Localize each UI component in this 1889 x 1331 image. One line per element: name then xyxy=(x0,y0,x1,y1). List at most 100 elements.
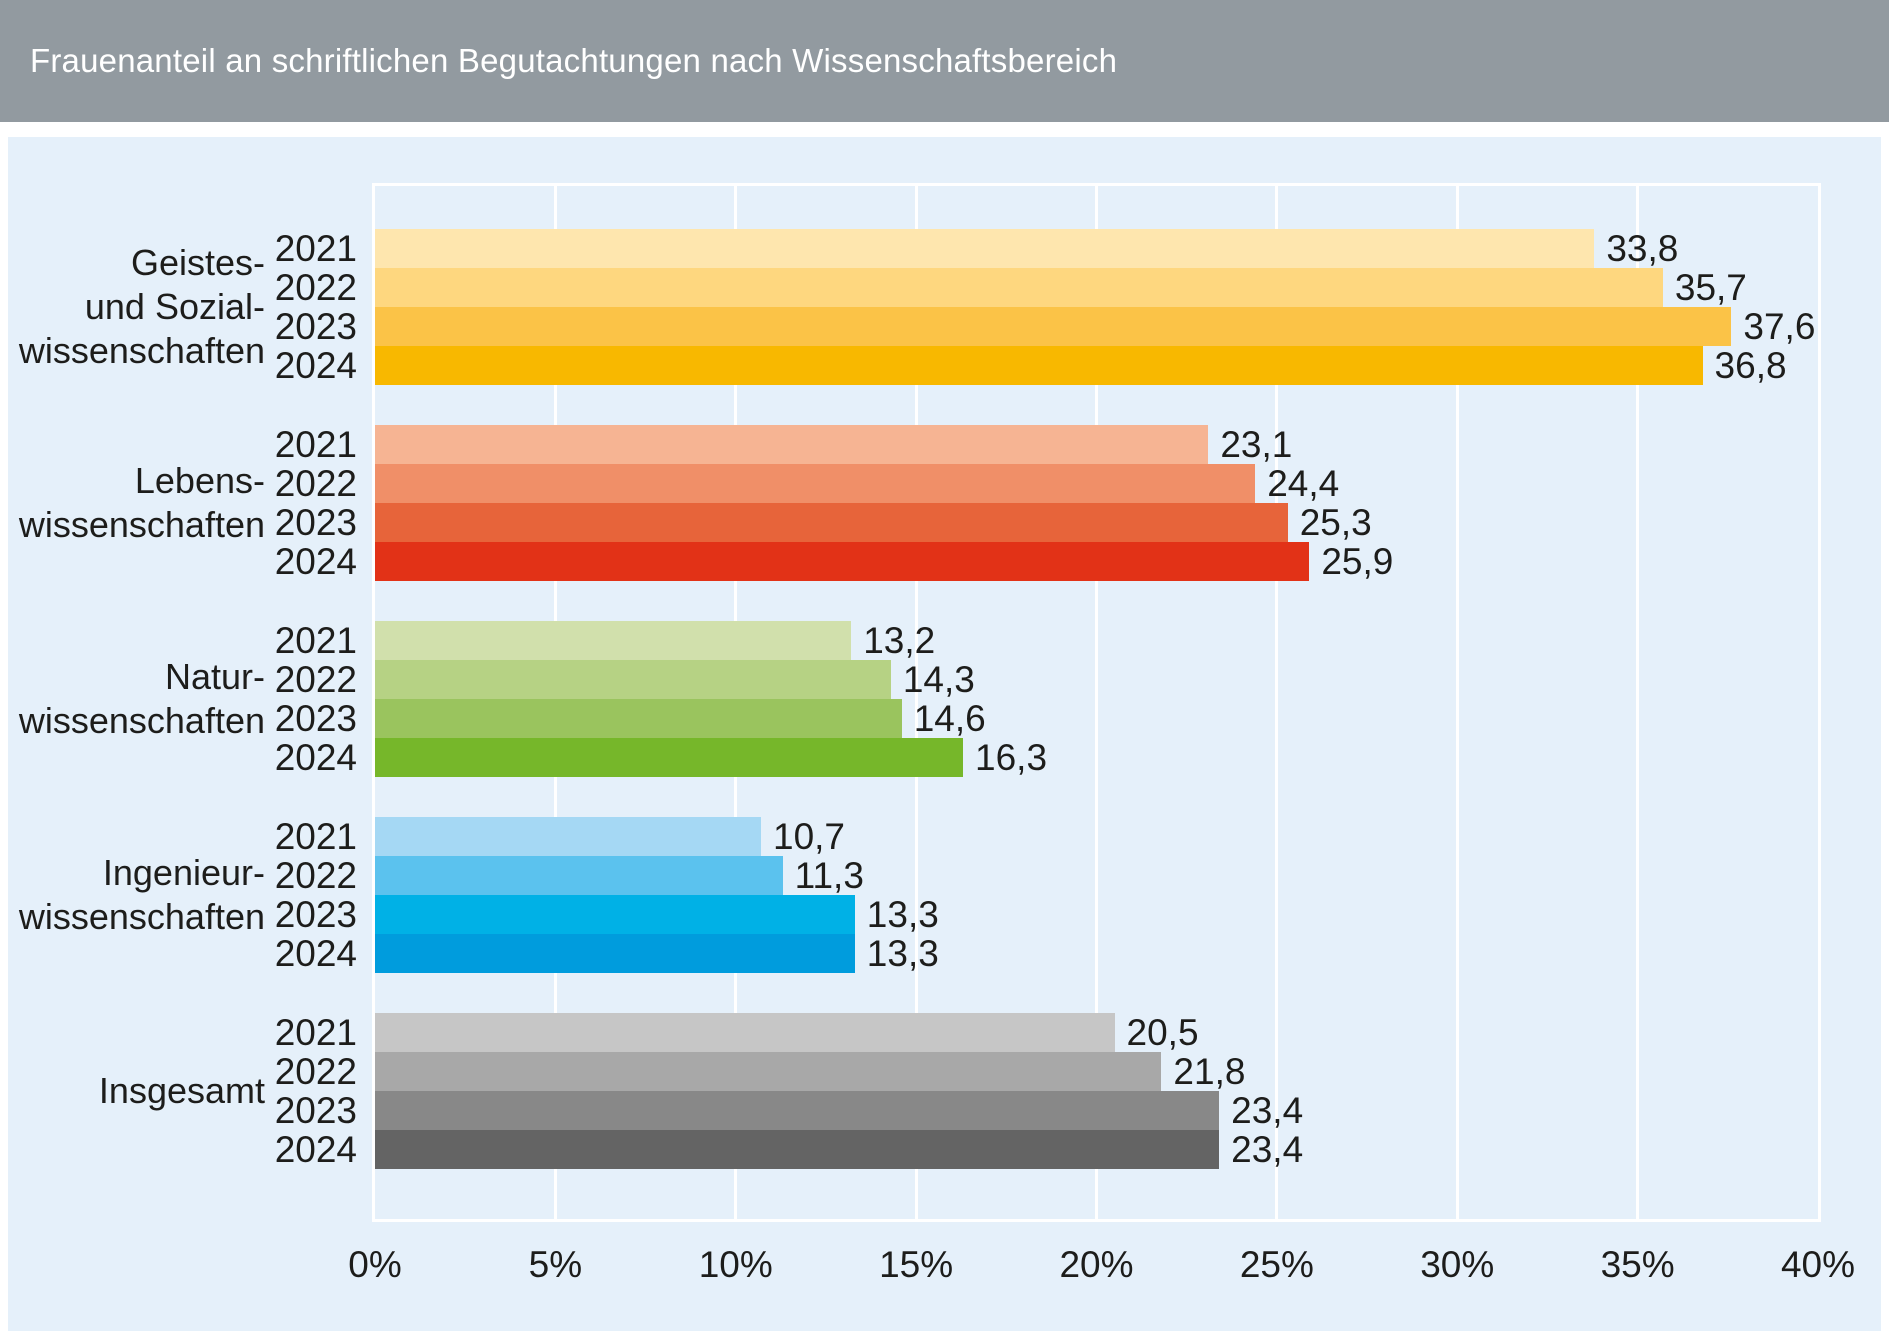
year-label: 2023 xyxy=(274,502,357,543)
value-label: 20,5 xyxy=(1126,1012,1199,1053)
group-label-line: wissenschaften xyxy=(18,700,265,741)
group-label-geistes-und-sozialwissenschaften: Geistes-und Sozial-wissenschaften xyxy=(10,229,265,385)
bar-lebenswissenschaften-2021 xyxy=(375,425,1209,464)
value-label: 16,3 xyxy=(975,737,1048,778)
year-label: 2023 xyxy=(274,1090,357,1131)
year-label: 2023 xyxy=(274,698,357,739)
bar-ingenieurwissenschaften-2021 xyxy=(375,817,761,856)
year-label: 2021 xyxy=(274,228,357,269)
value-label: 33,8 xyxy=(1606,228,1679,269)
group-label-line: Insgesamt xyxy=(98,1070,265,1111)
value-label: 13,2 xyxy=(863,620,936,661)
year-label: 2022 xyxy=(274,855,357,896)
year-labels-ingenieurwissenschaften: 2021 2022 2023 2024 xyxy=(150,817,357,973)
bar-naturwissenschaften-2021 xyxy=(375,621,852,660)
year-label: 2022 xyxy=(274,1051,357,1092)
chart-title: Frauenanteil an schriftlichen Begutachtu… xyxy=(30,42,1118,79)
year-label: 2022 xyxy=(274,659,357,700)
bar-lebenswissenschaften-2024 xyxy=(375,542,1310,581)
value-label: 11,3 xyxy=(794,855,864,896)
group-label-line: wissenschaften xyxy=(18,896,265,937)
year-label: 2024 xyxy=(274,1129,357,1170)
value-label: 25,9 xyxy=(1321,541,1394,582)
x-tick-label: 25% xyxy=(1239,1244,1314,1285)
year-label: 2021 xyxy=(274,816,357,857)
year-label: 2023 xyxy=(274,894,357,935)
bar-insgesamt-2023 xyxy=(375,1091,1220,1130)
group-label-line: wissenschaften xyxy=(18,330,265,371)
year-labels-lebenswissenschaften: 2021 2022 2023 2024 xyxy=(150,425,357,581)
year-labels-naturwissenschaften: 2021 2022 2023 2024 xyxy=(150,621,357,777)
value-label: 36,8 xyxy=(1714,345,1787,386)
bar-naturwissenschaften-2023 xyxy=(375,699,902,738)
value-label: 14,6 xyxy=(913,698,986,739)
group-label-line: wissenschaften xyxy=(18,504,265,545)
bar-geistes-und-sozialwissenschaften-2022 xyxy=(375,268,1663,307)
gridline xyxy=(1455,186,1459,1219)
bar-ingenieurwissenschaften-2022 xyxy=(375,856,783,895)
value-label: 35,7 xyxy=(1674,267,1747,308)
group-label-line: Natur- xyxy=(164,656,265,697)
group-label-insgesamt: Insgesamt xyxy=(10,1013,265,1169)
bar-group-insgesamt: 20,5 21,8 23,4 23,4 xyxy=(375,1013,1818,1169)
value-label: 23,4 xyxy=(1231,1090,1304,1131)
bar-group-ingenieurwissenschaften: 10,7 11,3 13,3 13,3 xyxy=(375,817,1818,973)
x-tick-label: 0% xyxy=(348,1244,402,1285)
value-label: 25,3 xyxy=(1299,502,1372,543)
bar-geistes-und-sozialwissenschaften-2024 xyxy=(375,346,1703,385)
bar-geistes-und-sozialwissenschaften-2023 xyxy=(375,307,1732,346)
value-label: 37,6 xyxy=(1743,306,1816,347)
bar-naturwissenschaften-2022 xyxy=(375,660,891,699)
year-label: 2023 xyxy=(274,306,357,347)
bar-lebenswissenschaften-2022 xyxy=(375,464,1256,503)
value-label: 23,1 xyxy=(1220,424,1293,465)
bar-ingenieurwissenschaften-2024 xyxy=(375,934,855,973)
bar-group-lebenswissenschaften: 23,1 24,4 25,3 25,9 xyxy=(375,425,1818,581)
x-tick-label: 40% xyxy=(1780,1244,1856,1285)
year-label: 2022 xyxy=(274,463,357,504)
bar-lebenswissenschaften-2023 xyxy=(375,503,1288,542)
value-label: 21,8 xyxy=(1173,1051,1246,1092)
x-tick-label: 5% xyxy=(528,1244,583,1285)
bar-group-naturwissenschaften: 13,2 14,3 14,6 16,3 xyxy=(375,621,1818,777)
x-tick-label: 20% xyxy=(1059,1244,1134,1285)
value-label: 10,7 xyxy=(773,816,846,857)
year-labels-insgesamt: 2021 2022 2023 2024 xyxy=(150,1013,357,1169)
bar-insgesamt-2024 xyxy=(375,1130,1220,1169)
group-label-line: Ingenieur- xyxy=(102,852,265,893)
x-tick-label: 10% xyxy=(698,1244,773,1285)
year-label: 2024 xyxy=(274,541,357,582)
bar-group-geistes-und-sozialwissenschaften: 33,8 35,7 37,6 36,8 xyxy=(375,229,1818,385)
gridline xyxy=(1636,186,1640,1219)
x-tick-label: 15% xyxy=(879,1244,954,1285)
year-label: 2022 xyxy=(274,267,357,308)
year-labels-geistes-und-sozialwissenschaften: 2021 2022 2023 2024 xyxy=(150,229,357,385)
value-label: 23,4 xyxy=(1231,1129,1304,1170)
year-label: 2021 xyxy=(274,620,357,661)
bar-insgesamt-2021 xyxy=(375,1013,1115,1052)
year-label: 2024 xyxy=(274,345,357,386)
year-label: 2024 xyxy=(274,933,357,974)
group-label-line: Lebens- xyxy=(134,460,265,501)
bar-insgesamt-2022 xyxy=(375,1052,1162,1091)
group-label-ingenieurwissenschaften: Ingenieur-wissenschaften xyxy=(10,817,265,973)
gridline xyxy=(1095,186,1098,1219)
group-label-naturwissenschaften: Natur-wissenschaften xyxy=(10,621,265,777)
bar-ingenieurwissenschaften-2023 xyxy=(375,895,855,934)
value-label: 13,3 xyxy=(866,894,939,935)
header-bar: Frauenanteil an schriftlichen Begutachtu… xyxy=(0,0,1889,122)
bar-geistes-und-sozialwissenschaften-2021 xyxy=(375,229,1595,268)
group-label-line: Geistes- xyxy=(130,242,265,283)
year-label: 2021 xyxy=(274,424,357,465)
gridline xyxy=(914,186,918,1219)
group-label-line: und Sozial- xyxy=(84,286,265,327)
group-label-lebenswissenschaften: Lebens-wissenschaften xyxy=(10,425,265,581)
year-label: 2021 xyxy=(274,1012,357,1053)
x-tick-label: 30% xyxy=(1420,1244,1495,1285)
value-label: 13,3 xyxy=(866,933,939,974)
value-label: 24,4 xyxy=(1267,463,1340,504)
year-label: 2024 xyxy=(274,737,357,778)
x-tick-label: 35% xyxy=(1600,1244,1675,1285)
bar-naturwissenschaften-2024 xyxy=(375,738,964,777)
gridline xyxy=(1275,186,1279,1219)
